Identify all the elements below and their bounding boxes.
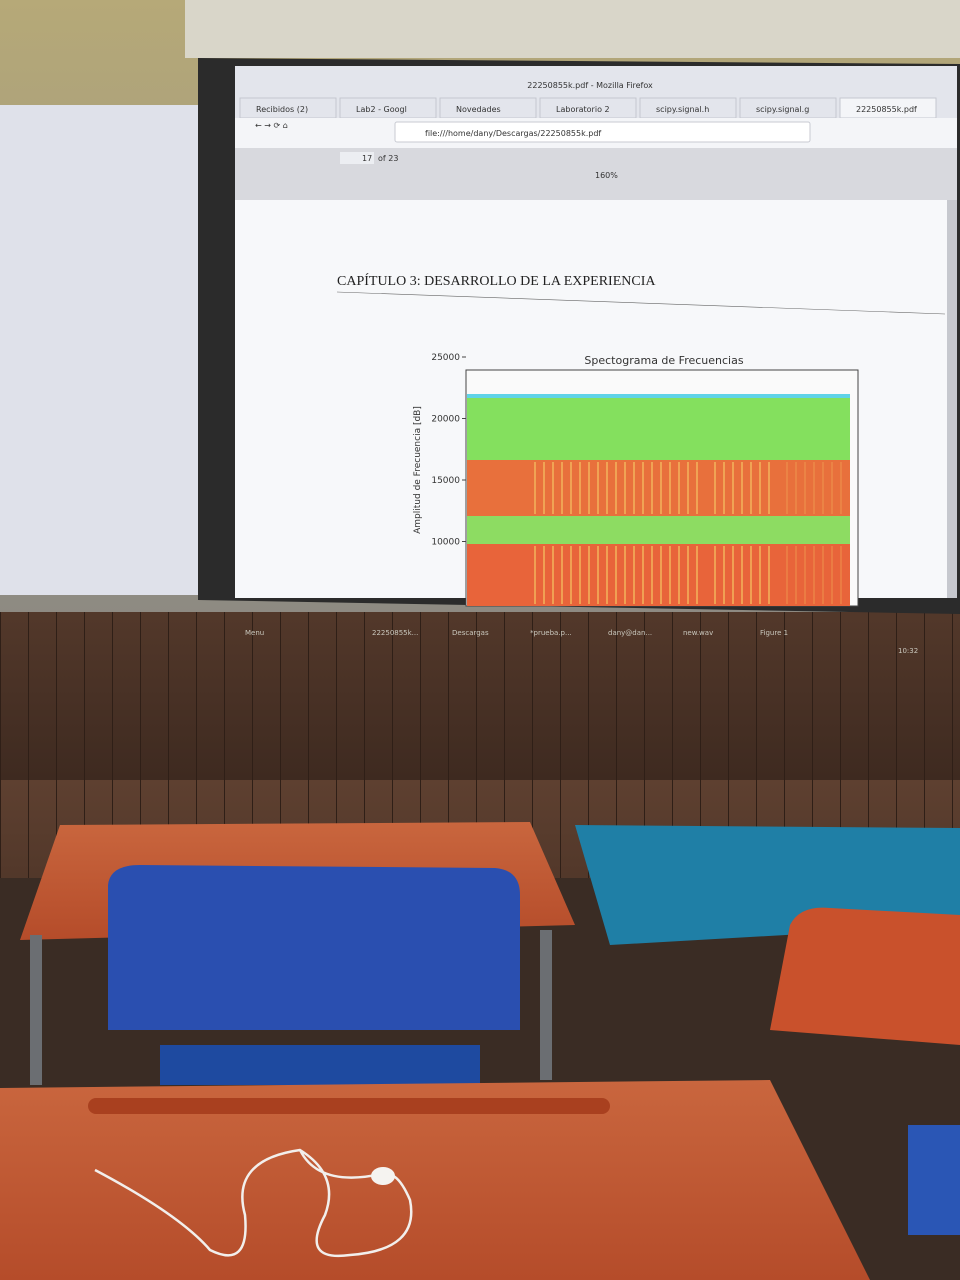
window-title: 22250855k.pdf - Mozilla Firefox <box>527 81 653 90</box>
taskbar-item[interactable]: new.wav <box>683 629 713 637</box>
tab-label: 22250855k.pdf <box>856 105 917 114</box>
tab-label: Novedades <box>456 105 501 114</box>
earbud <box>371 1167 395 1185</box>
screen-housing <box>185 0 960 58</box>
band <box>467 398 850 460</box>
desk-leg <box>30 935 42 1085</box>
back-button[interactable]: ← → ⟳ ⌂ <box>255 121 288 130</box>
url: file:///home/dany/Descargas/22250855k.pd… <box>425 129 601 138</box>
doc-heading: CAPÍTULO 3: DESARROLLO DE LA EXPERIENCIA <box>337 272 656 289</box>
heading-rule <box>336 291 946 315</box>
whiteboard <box>0 105 205 595</box>
y-tick-label: 15000 <box>431 476 460 486</box>
page-input[interactable] <box>340 152 374 164</box>
band <box>467 544 850 606</box>
tabs: Recibidos (2) Lab2 - Googl Novedades Labora… <box>239 97 937 119</box>
zoom[interactable]: 160% <box>595 171 618 180</box>
y-tick-label: 25000 <box>431 353 460 363</box>
y-ticks: 25000 20000 15000 10000 <box>431 353 466 548</box>
taskbar-item[interactable]: 22250855k... <box>372 629 418 637</box>
chair-blue-right <box>908 1125 960 1235</box>
pen-slot <box>88 1098 610 1114</box>
taskbar: Menu 22250855k... Descargas *prueba.p... dan… <box>245 629 788 637</box>
y-tick-label: 10000 <box>431 538 460 548</box>
band <box>467 460 850 516</box>
band <box>467 394 850 398</box>
taskbar-item[interactable]: Menu <box>245 629 264 637</box>
tab-label: scipy.signal.h <box>656 105 709 114</box>
scrollbar <box>947 200 957 598</box>
taskbar-item[interactable]: *prueba.p... <box>530 629 572 637</box>
chair-orange <box>770 907 960 1045</box>
front-desk <box>0 1080 870 1280</box>
taskbar-item[interactable]: Figure 1 <box>760 629 788 637</box>
figure-ylabel: Amplitud de Frecuencia [dB] <box>413 406 423 534</box>
chair-back <box>108 865 520 1030</box>
taskbar-item[interactable]: Descargas <box>452 629 489 637</box>
band <box>467 516 850 544</box>
figure-title: Spectograma de Frecuencias <box>584 354 743 367</box>
tab-label: scipy.signal.g <box>756 105 809 114</box>
clock: 10:32 <box>898 647 918 655</box>
tab-label: Recibidos (2) <box>256 105 308 114</box>
tab-label: Laboratorio 2 <box>556 105 610 114</box>
desk-leg <box>540 930 552 1080</box>
taskbar-item[interactable]: dany@dan... <box>608 629 652 637</box>
page-number: 17 <box>362 154 372 163</box>
tab-label: Lab2 - Googl <box>356 105 407 114</box>
url-box[interactable] <box>394 121 811 143</box>
chair-seat <box>160 1045 480 1085</box>
page-count: of 23 <box>378 154 398 163</box>
y-tick-label: 20000 <box>431 415 460 425</box>
stripes <box>534 462 842 604</box>
